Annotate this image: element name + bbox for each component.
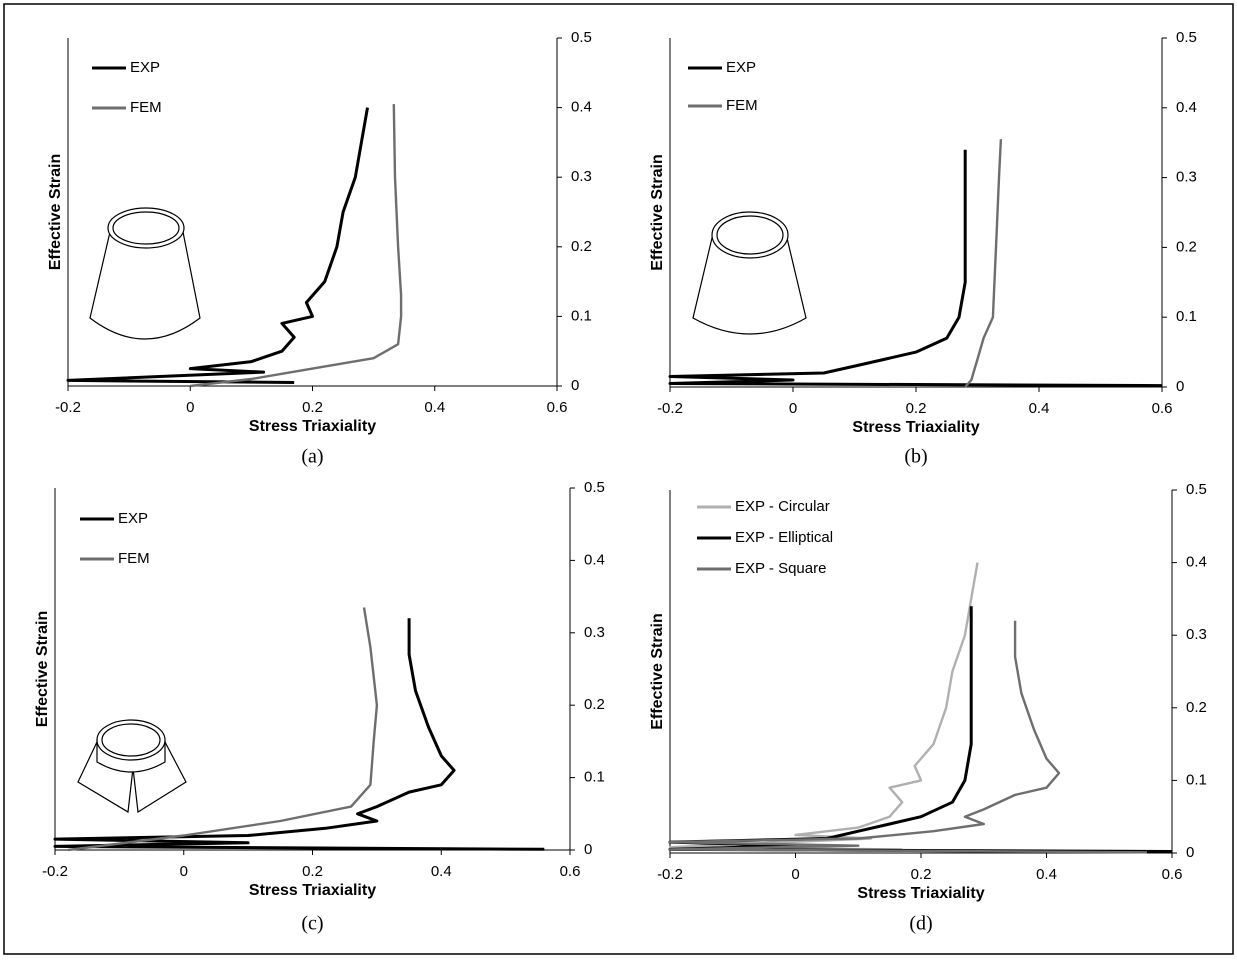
y-tick-label: 0.1 <box>584 769 605 786</box>
y-tick-label: 0.4 <box>584 551 605 568</box>
y-tick-label: 0 <box>571 377 579 394</box>
y-axis-label: Effective Strain <box>34 611 51 727</box>
legend-label: EXP - Elliptical <box>735 529 833 546</box>
legend-label: EXP <box>726 59 756 76</box>
schematic <box>89 207 201 340</box>
legend-label: EXP <box>130 59 160 76</box>
data-line <box>66 107 369 384</box>
y-tick-label: 0.4 <box>1176 99 1197 116</box>
y-tick-label: 0 <box>584 841 592 858</box>
y-axis-label: Effective Strain <box>47 154 64 270</box>
y-tick-label: 0 <box>1176 378 1184 395</box>
data-line <box>668 149 1163 388</box>
y-axis-label: Effective Strain <box>649 613 666 729</box>
x-tick-label: 0.2 <box>302 863 323 880</box>
data-line <box>190 104 403 388</box>
x-axis-label: Stress Triaxiality <box>852 419 979 436</box>
y-tick-label: 0.5 <box>584 479 605 496</box>
x-tick-label: 0.4 <box>431 863 452 880</box>
x-tick-label: 0 <box>186 399 194 416</box>
x-tick-label: -0.2 <box>657 400 683 417</box>
schematic <box>77 719 187 814</box>
y-tick-label: 0.2 <box>571 238 592 255</box>
legend-label: EXP <box>118 510 148 527</box>
x-tick-label: 0.6 <box>547 399 568 416</box>
y-tick-label: 0.4 <box>571 99 592 116</box>
y-axis-label: Effective Strain <box>649 154 666 270</box>
x-tick-label: 0 <box>791 866 799 883</box>
y-tick-label: 0.5 <box>1186 481 1207 498</box>
y-tick-label: 0.3 <box>1186 626 1207 643</box>
x-tick-label: 0.2 <box>906 400 927 417</box>
data-line <box>668 606 1173 853</box>
y-tick-label: 0 <box>1186 844 1194 861</box>
y-tick-label: 0.1 <box>571 307 592 324</box>
x-tick-label: 0.6 <box>560 863 581 880</box>
data-line <box>964 139 1003 388</box>
frame <box>3 3 1234 955</box>
x-axis-label: Stress Triaxiality <box>249 882 376 899</box>
y-tick-label: 0.1 <box>1176 308 1197 325</box>
caption: (a) <box>301 446 323 468</box>
x-tick-label: 0.4 <box>1036 866 1057 883</box>
x-tick-label: 0.4 <box>1029 400 1050 417</box>
y-tick-label: 0.3 <box>571 168 592 185</box>
x-tick-label: 0 <box>789 400 797 417</box>
y-tick-label: 0.2 <box>1186 699 1207 716</box>
x-tick-label: 0.6 <box>1152 400 1173 417</box>
y-tick-label: 0.4 <box>1186 554 1207 571</box>
y-tick-label: 0.1 <box>1186 771 1207 788</box>
x-tick-label: -0.2 <box>657 866 683 883</box>
x-tick-label: 0.6 <box>1162 866 1183 883</box>
x-tick-label: -0.2 <box>42 863 68 880</box>
data-line <box>53 618 545 851</box>
x-tick-label: 0 <box>180 863 188 880</box>
caption: (c) <box>301 913 323 935</box>
y-tick-label: 0.5 <box>1176 29 1197 46</box>
x-tick-label: 0.2 <box>302 399 323 416</box>
x-tick-label: 0.2 <box>911 866 932 883</box>
y-tick-label: 0.3 <box>584 624 605 641</box>
legend-label: EXP - Square <box>735 560 826 577</box>
x-axis-label: Stress Triaxiality <box>249 418 376 435</box>
x-tick-label: 0.4 <box>424 399 445 416</box>
legend-label: FEM <box>118 550 150 567</box>
caption: (d) <box>909 913 932 935</box>
legend-label: FEM <box>726 97 758 114</box>
x-axis-label: Stress Triaxiality <box>857 885 984 902</box>
y-tick-label: 0.2 <box>1176 238 1197 255</box>
schematic <box>692 211 807 335</box>
data-line <box>668 562 979 851</box>
y-tick-label: 0.2 <box>584 696 605 713</box>
legend-label: FEM <box>130 99 162 116</box>
y-tick-label: 0.3 <box>1176 169 1197 186</box>
legend-label: EXP - Circular <box>735 498 830 515</box>
data-line <box>67 607 379 852</box>
caption: (b) <box>904 446 927 468</box>
x-tick-label: -0.2 <box>55 399 81 416</box>
data-line <box>668 620 1147 854</box>
y-tick-label: 0.5 <box>571 29 592 46</box>
